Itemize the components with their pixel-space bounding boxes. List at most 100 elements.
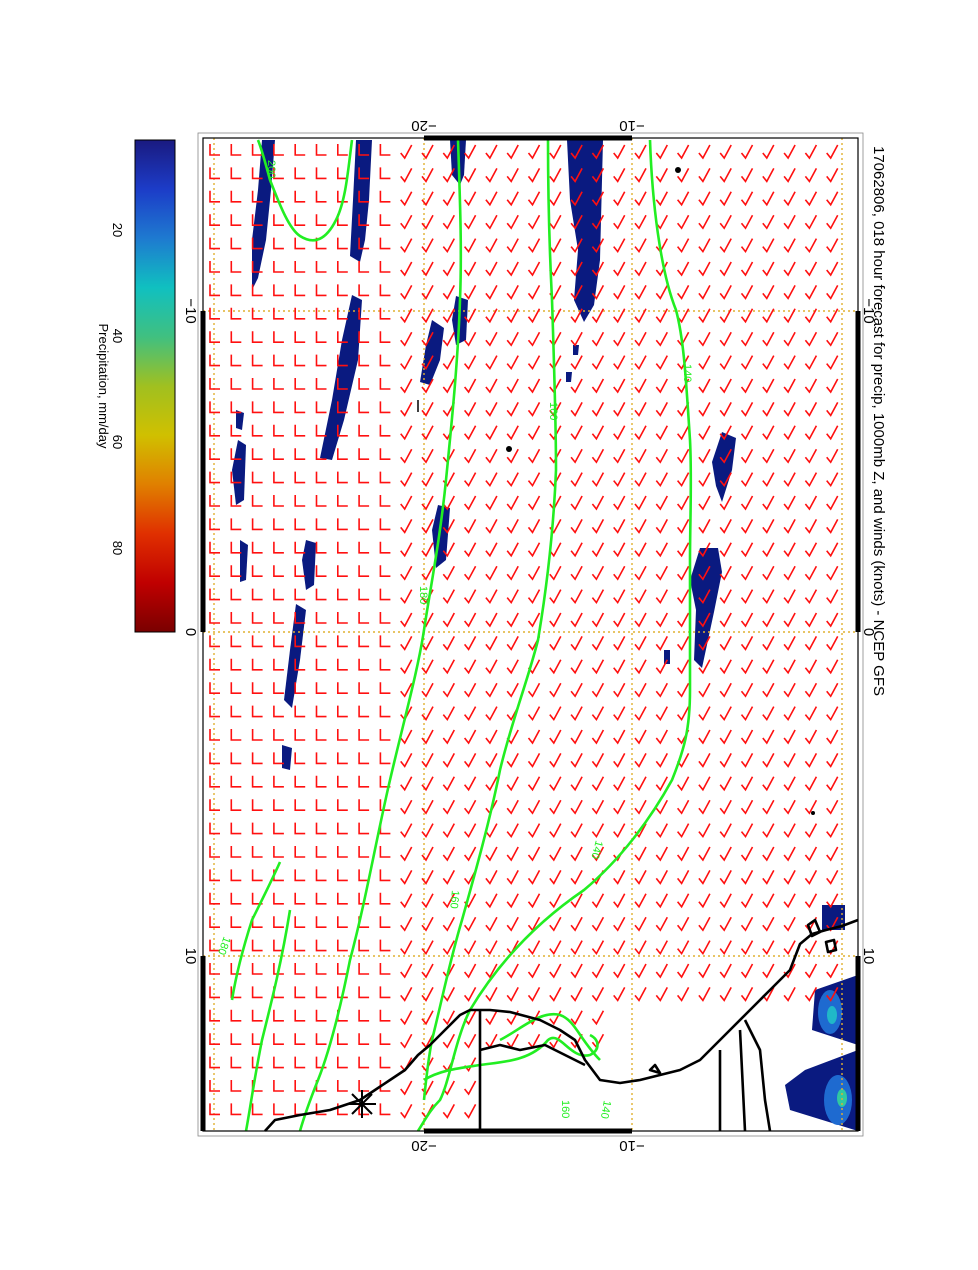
- wind-barb: [209, 401, 220, 414]
- wind-barb: [230, 284, 242, 297]
- wind-barb: [634, 893, 647, 909]
- wind-barb: [634, 729, 647, 745]
- wind-barb: [400, 331, 413, 347]
- wind-barb: [421, 355, 434, 371]
- wind-barbs-layer: [209, 144, 839, 1119]
- wind-barb: [570, 589, 583, 605]
- wind-barb: [613, 799, 626, 815]
- wind-barb: [315, 916, 327, 928]
- wind-barb: [783, 402, 796, 417]
- wind-barb: [591, 589, 605, 605]
- wind-barb: [379, 261, 391, 273]
- wind-barb: [762, 706, 775, 722]
- wind-barb: [463, 706, 477, 722]
- wind-barb: [442, 1010, 456, 1026]
- wind-barb: [379, 190, 391, 203]
- wind-barb: [762, 261, 775, 277]
- wind-barb: [783, 519, 796, 534]
- wind-barb: [379, 237, 391, 250]
- wind-barb: [315, 448, 327, 460]
- wind-barb: [273, 401, 284, 414]
- wind-barb: [400, 799, 413, 815]
- wind-barb: [719, 846, 732, 862]
- wind-barb: [591, 542, 605, 558]
- wind-barb: [527, 565, 541, 581]
- wind-barb: [463, 1080, 477, 1096]
- wind-barb: [315, 612, 327, 624]
- wind-barb: [591, 893, 605, 909]
- wind-barb: [762, 963, 775, 979]
- wind-barb: [273, 846, 284, 858]
- wind-barb: [527, 987, 541, 1002]
- wind-barb: [762, 168, 775, 183]
- wind-barb: [804, 987, 818, 1002]
- wind-barb: [421, 753, 434, 768]
- wind-barb: [740, 331, 754, 347]
- wind-barb: [570, 753, 583, 768]
- wind-barb: [506, 331, 519, 347]
- wind-barb: [463, 659, 477, 675]
- wind-barb: [591, 261, 605, 277]
- wind-barb: [676, 448, 690, 464]
- wind-barb: [315, 846, 327, 858]
- wind-barb: [315, 354, 327, 367]
- wind-barb: [613, 870, 626, 885]
- wind-barb: [209, 1080, 220, 1092]
- wind-barb: [634, 846, 647, 862]
- wind-barb: [826, 402, 839, 417]
- wind-barb: [783, 916, 796, 932]
- wind-barb: [634, 448, 647, 464]
- wind-barb: [421, 378, 434, 394]
- wind-barb: [209, 916, 220, 928]
- wind-barb: [421, 870, 434, 885]
- wind-barb: [804, 355, 818, 371]
- wind-barb: [337, 448, 348, 460]
- wind-barb: [379, 565, 391, 577]
- wind-barb: [230, 1009, 242, 1022]
- wind-barb: [613, 472, 626, 488]
- precip-patch: [664, 650, 670, 664]
- wind-barb: [209, 1033, 220, 1045]
- wind-barb: [527, 589, 541, 605]
- wind-barb: [315, 284, 327, 297]
- wind-barb: [719, 495, 732, 511]
- wind-barb: [337, 822, 348, 835]
- wind-barb: [570, 308, 583, 324]
- wind-barb: [230, 775, 242, 788]
- wind-barb: [804, 402, 818, 417]
- wind-barb: [570, 987, 583, 1002]
- wind-barb: [783, 261, 796, 277]
- wind-barb: [591, 495, 605, 511]
- wind-barb: [613, 214, 626, 230]
- wind-barb: [294, 565, 306, 577]
- wind-barb: [379, 1103, 391, 1116]
- wind-barb: [762, 495, 775, 511]
- wind-barb: [485, 682, 498, 698]
- wind-barb: [421, 776, 434, 792]
- wind-barb: [400, 261, 413, 277]
- wind-barb: [209, 1009, 220, 1022]
- wind-barb: [209, 658, 220, 671]
- wind-barb: [251, 237, 263, 250]
- wind-barb: [506, 495, 519, 511]
- wind-barb: [251, 518, 263, 531]
- wind-barb: [337, 588, 348, 601]
- wind-barb: [230, 752, 242, 765]
- wind-barb: [676, 565, 690, 581]
- wind-barb: [634, 378, 647, 394]
- wind-barb: [379, 378, 391, 390]
- wind-barb: [273, 1056, 284, 1069]
- wind-barb: [698, 519, 711, 534]
- wind-barb: [337, 799, 348, 811]
- wind-barb: [273, 705, 284, 718]
- wind-barb: [337, 565, 348, 577]
- wind-barb: [634, 706, 647, 722]
- wind-barb: [591, 355, 605, 371]
- wind-barb: [804, 682, 818, 698]
- precip-patch: [236, 410, 244, 430]
- border-line: [479, 1043, 586, 1067]
- wind-barb: [273, 331, 284, 343]
- wind-barb: [358, 307, 370, 320]
- contour-line: [422, 139, 558, 1101]
- wind-barb: [826, 682, 839, 698]
